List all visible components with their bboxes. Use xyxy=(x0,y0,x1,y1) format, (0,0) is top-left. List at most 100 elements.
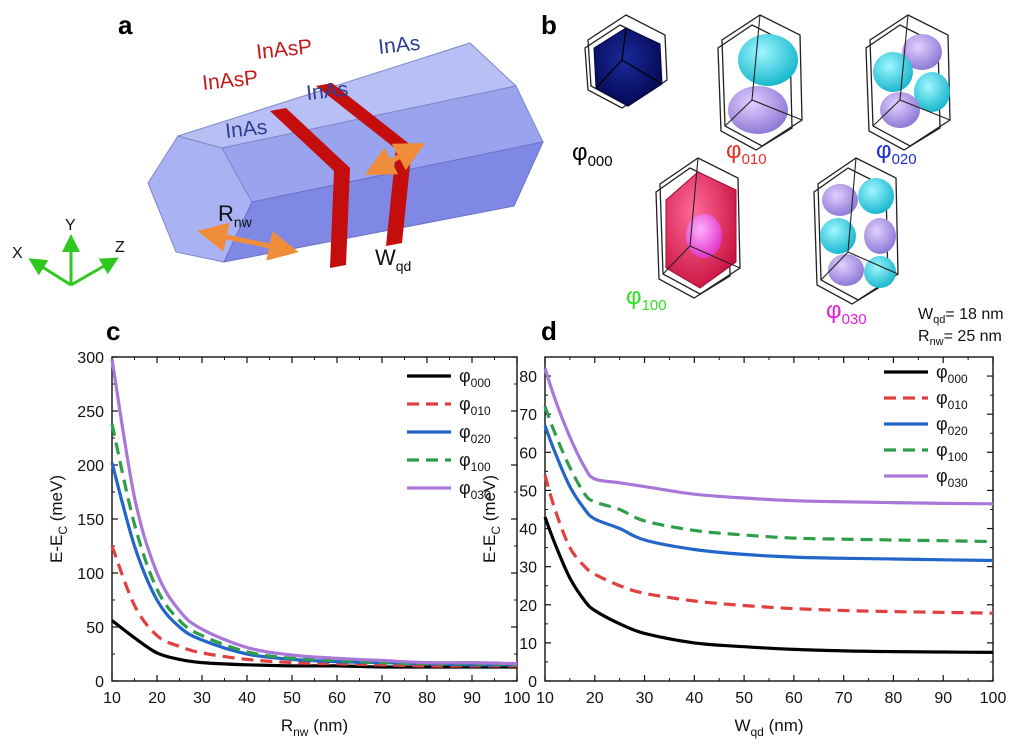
legend-label-100: φ100 xyxy=(936,440,968,464)
x-tick-label: 100 xyxy=(504,690,531,707)
series-line-030 xyxy=(543,367,994,506)
orbital-030: φ030 xyxy=(813,157,899,328)
quantum-dot-band-2 xyxy=(316,83,412,246)
panel-b: b φ000 φ010 xyxy=(541,10,1004,348)
series-line-030 xyxy=(110,358,518,666)
orbital-030-lavender-lobe-3 xyxy=(828,254,864,286)
state-label-100: φ100 xyxy=(626,283,667,314)
param-rnw: Rnw= 25 nm xyxy=(918,328,1002,348)
x-axis-arrow xyxy=(28,258,72,287)
panel-b-letter: b xyxy=(541,10,557,40)
x-tick-label: 60 xyxy=(785,690,803,707)
x-tick-label: 20 xyxy=(148,690,166,707)
y-tick-label: 200 xyxy=(77,458,104,475)
y-tick-label: 250 xyxy=(77,404,104,421)
x-axis-title: Rnw (nm) xyxy=(281,716,348,739)
y-tick-label: 0 xyxy=(95,674,104,691)
x-tick-label: 50 xyxy=(735,690,753,707)
legend-label-010: φ010 xyxy=(459,394,491,418)
y-axis-title: E-EC (meV) xyxy=(480,475,503,563)
x-tick-label: 50 xyxy=(283,690,301,707)
orbital-020-cyan-lobe-1 xyxy=(873,52,913,92)
width-arrow xyxy=(364,142,426,176)
y-tick-label: 50 xyxy=(86,620,104,637)
panel-a: a InAsP InAsP InAs InAs InAs Rnw Wqd Y X… xyxy=(12,10,544,287)
y-tick-label: 70 xyxy=(519,407,537,424)
legend-label-100: φ100 xyxy=(459,450,491,474)
y-tick-label: 0 xyxy=(528,674,537,691)
orbital-030-cyan-lobe-2 xyxy=(820,218,856,254)
y-tick-label: 100 xyxy=(77,566,104,583)
series-line-100 xyxy=(543,406,994,544)
series-line-020 xyxy=(110,462,518,667)
x-tick-label: 10 xyxy=(103,690,121,707)
legend-label-030: φ030 xyxy=(459,478,491,502)
orbital-100-core xyxy=(686,214,722,258)
param-wqd: Wqd= 18 nm xyxy=(918,306,1004,326)
x-tick-label: 40 xyxy=(685,690,703,707)
panel-d-letter: d xyxy=(541,316,557,346)
radius-label: Rnw xyxy=(218,201,253,230)
y-tick-label: 50 xyxy=(519,483,537,500)
orbital-020-lavender-lobe-1 xyxy=(902,34,942,70)
width-label: Wqd xyxy=(375,245,411,274)
layer-label-inas-2: InAs xyxy=(305,78,349,105)
y-tick-label: 80 xyxy=(519,369,537,386)
state-label-010: φ010 xyxy=(726,137,767,168)
plot-frame xyxy=(544,356,994,682)
state-label-030: φ030 xyxy=(826,297,867,328)
layer-label-inasp-2: InAsP xyxy=(201,66,259,95)
layer-label-inas-1: InAs xyxy=(377,32,421,59)
legend-label-020: φ020 xyxy=(936,414,968,438)
y-tick-label: 40 xyxy=(519,522,537,539)
x-tick-label: 30 xyxy=(193,690,211,707)
orbital-020-cyan-lobe-2 xyxy=(914,72,950,112)
x-tick-label: 30 xyxy=(636,690,654,707)
orbital-020: φ020 xyxy=(865,14,951,168)
x-tick-label: 20 xyxy=(586,690,604,707)
quantum-dot-band-1 xyxy=(270,108,350,268)
x-tick-label: 70 xyxy=(373,690,391,707)
y-axis-label: Y xyxy=(65,217,76,234)
x-tick-label: 90 xyxy=(463,690,481,707)
x-tick-label: 80 xyxy=(885,690,903,707)
chart-c: 10 20 30 40 50 60 70 80 90 100 0 50 100 150 200 250 300 R… xyxy=(47,350,530,739)
layer-label-inasp-1: InAsP xyxy=(255,35,313,64)
orbital-030-lavender-lobe-2 xyxy=(864,218,896,254)
y-tick-label: 20 xyxy=(519,598,537,615)
x-tick-label: 90 xyxy=(934,690,952,707)
z-axis-arrow xyxy=(70,257,119,287)
radius-arrow xyxy=(197,222,299,261)
orbital-010: φ010 xyxy=(717,14,803,168)
series-line-000 xyxy=(543,516,994,654)
orbital-010-cyan-lobe xyxy=(738,34,798,86)
plot-frame xyxy=(111,356,518,682)
orbital-030-cyan-lobe-1 xyxy=(858,178,894,214)
y-tick-label: 60 xyxy=(519,445,537,462)
y-tick-label: 300 xyxy=(77,350,104,367)
x-tick-label: 70 xyxy=(835,690,853,707)
axis-triad: Y X Z xyxy=(12,217,125,287)
legend-label-000: φ000 xyxy=(459,366,491,390)
x-tick-label: 60 xyxy=(328,690,346,707)
x-tick-label: 10 xyxy=(536,690,554,707)
y-tick-label: 30 xyxy=(519,560,537,577)
panel-c-letter: c xyxy=(106,316,120,346)
x-axis-label: X xyxy=(12,245,23,262)
orbital-000-lobe xyxy=(593,27,663,107)
orbital-010-lavender-lobe xyxy=(728,86,788,134)
y-tick-label: 10 xyxy=(519,636,537,653)
legend-label-010: φ010 xyxy=(936,388,968,412)
orbital-030-cyan-lobe-3 xyxy=(864,256,896,288)
series-line-010 xyxy=(110,545,517,668)
state-label-000: φ000 xyxy=(572,139,613,170)
panel-a-letter: a xyxy=(118,10,133,40)
series-line-000 xyxy=(111,619,517,669)
chart-d: 10 20 30 40 50 60 70 80 90 10001020304050607080Wq… xyxy=(480,356,1006,739)
orbital-100: φ100 xyxy=(626,157,741,314)
legend-label-000: φ000 xyxy=(936,362,968,386)
series-line-010 xyxy=(543,474,994,615)
legend-label-020: φ020 xyxy=(459,422,491,446)
orbital-030-lavender-lobe-1 xyxy=(822,184,858,216)
